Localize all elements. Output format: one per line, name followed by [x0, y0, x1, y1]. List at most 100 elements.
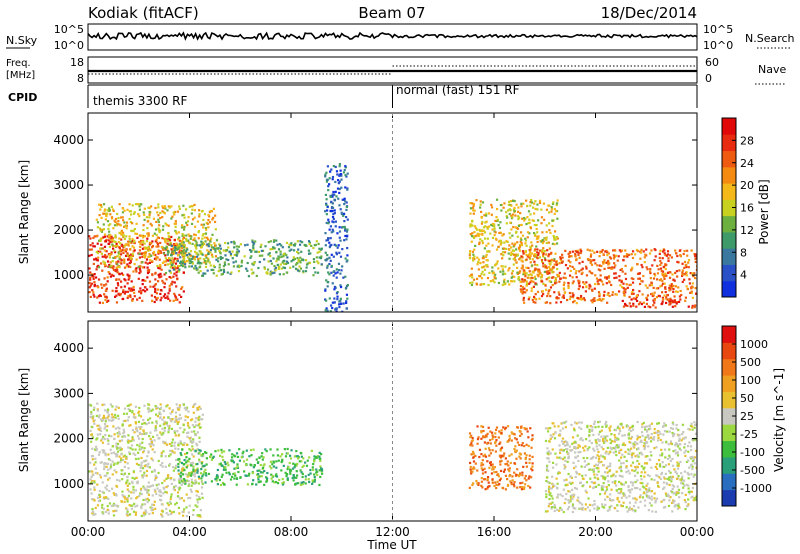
rti-cell: [312, 480, 315, 483]
rti-cell: [134, 489, 138, 492]
rti-cell: [110, 504, 113, 508]
rti-cell: [586, 506, 589, 509]
rti-cell: [158, 494, 161, 497]
rti-cell: [174, 210, 177, 214]
rti-cell: [105, 212, 108, 215]
rti-cell: [298, 260, 301, 263]
rti-cell: [513, 244, 516, 247]
rti-cell: [100, 205, 103, 208]
rti-cell: [535, 245, 538, 248]
rti-cell: [659, 267, 663, 270]
rti-cell: [513, 256, 517, 259]
rti-cell: [93, 273, 96, 276]
noise-tick-left-top: 10^5: [54, 23, 84, 36]
rti-cell: [104, 433, 107, 437]
rti-cell: [329, 237, 332, 240]
rti-cell: [499, 447, 503, 450]
rti-cell: [558, 293, 561, 296]
rti-cell: [109, 403, 112, 406]
rti-cell: [150, 441, 153, 444]
rti-cell: [679, 298, 682, 301]
cpid-panel: CPID themis 3300 RF normal (fast) 151 RF: [8, 83, 698, 108]
rti-cell: [222, 265, 226, 268]
rti-cell: [112, 209, 115, 213]
rti-cell: [670, 285, 673, 289]
colorbar-swatch: [722, 150, 736, 168]
rti-cell: [195, 468, 198, 472]
rti-cell: [108, 209, 111, 212]
rti-cell: [230, 241, 233, 244]
rti-cell: [179, 249, 182, 252]
rti-cell: [472, 202, 476, 206]
rti-cell: [564, 263, 568, 267]
rti-cell: [193, 255, 196, 259]
rti-cell: [569, 497, 573, 500]
rti-cell: [258, 260, 261, 264]
rti-cell: [255, 483, 258, 486]
rti-cell: [643, 428, 647, 431]
rti-cell: [205, 457, 209, 460]
rti-cell: [552, 234, 555, 238]
rti-cell: [513, 481, 516, 484]
rti-cell: [139, 242, 142, 245]
rti-cell: [624, 288, 627, 291]
rti-cell: [112, 510, 115, 513]
rti-cell: [173, 257, 177, 260]
rti-cell: [292, 462, 295, 465]
rti-cell: [131, 222, 134, 225]
rti-cell: [148, 213, 151, 216]
rti-cell: [524, 457, 527, 461]
rti-cell: [344, 257, 347, 260]
rti-cell: [494, 231, 497, 234]
rti-cell: [343, 168, 346, 172]
rti-cell: [118, 257, 121, 260]
rti-cell: [535, 256, 539, 259]
rti-cell: [521, 471, 524, 474]
rti-cell: [324, 210, 327, 213]
rti-cell: [494, 219, 497, 223]
rti-cell: [124, 254, 128, 257]
rti-cell: [184, 419, 187, 422]
rti-cell: [661, 461, 664, 464]
rti-cell: [127, 472, 131, 476]
rti-cell: [176, 430, 179, 433]
rti-cell: [149, 285, 152, 288]
rti-cell: [285, 241, 289, 245]
rti-cell: [204, 481, 207, 484]
rti-cell: [694, 253, 697, 256]
rti-cell: [88, 286, 91, 289]
rti-cell: [185, 250, 188, 253]
rti-cell: [161, 216, 164, 219]
rti-cell: [325, 203, 328, 207]
rti-cell: [670, 256, 674, 259]
rti-cell: [101, 247, 104, 250]
rti-cell: [679, 249, 682, 252]
rti-cell: [468, 275, 472, 278]
rti-cell: [106, 235, 109, 238]
rti-cell: [668, 284, 671, 287]
rti-cell: [499, 239, 503, 243]
rti-cell: [599, 274, 602, 277]
rti-cell: [168, 289, 171, 292]
rti-cell: [140, 252, 143, 255]
rti-cell: [124, 290, 127, 293]
rti-cell: [530, 476, 533, 479]
rti-cell: [141, 240, 145, 244]
rti-cell: [143, 471, 146, 474]
rti-cell: [490, 472, 494, 475]
rti-cell: [171, 215, 174, 218]
rti-cell: [559, 259, 563, 262]
rti-cell: [190, 481, 193, 484]
rti-cell: [145, 459, 148, 462]
rti-cell: [586, 258, 590, 261]
rti-cell: [522, 269, 525, 272]
rti-cell: [666, 294, 669, 297]
rti-cell: [126, 208, 129, 211]
rti-cell: [531, 465, 534, 468]
rti-cell: [197, 237, 200, 240]
rti-cell: [567, 505, 571, 509]
rti-cell: [162, 211, 165, 214]
rti-cell: [578, 256, 581, 259]
rti-cell: [536, 231, 539, 234]
rti-cell: [135, 426, 138, 429]
